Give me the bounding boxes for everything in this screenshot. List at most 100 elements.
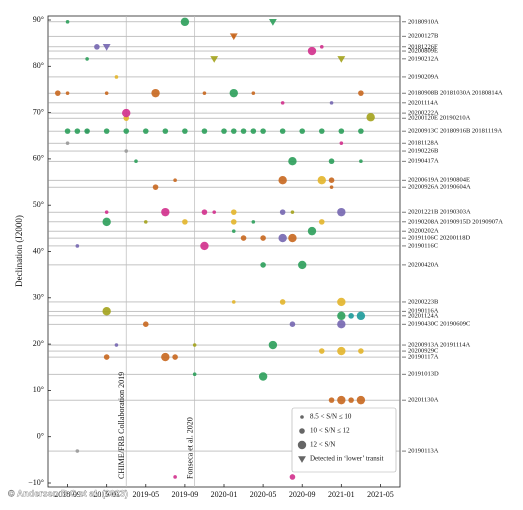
y-tick-label: 0°	[37, 432, 44, 441]
point	[318, 219, 325, 225]
source-label: 20200809E	[408, 48, 438, 55]
point	[288, 233, 297, 243]
point	[231, 229, 236, 233]
x-tick-label: 2019-05	[132, 490, 159, 499]
point	[279, 209, 286, 215]
point	[278, 233, 287, 243]
point	[358, 348, 364, 354]
source-label: 20200120E 20190210A	[408, 115, 471, 122]
point	[339, 141, 344, 145]
point	[104, 210, 109, 214]
source-label: 20201124A	[408, 312, 439, 319]
point	[152, 184, 159, 190]
x-tick-label: 2021-01	[328, 490, 355, 499]
point	[182, 128, 188, 134]
source-label: 20190226B	[408, 148, 439, 155]
point	[258, 372, 268, 381]
source-label: 20200929C	[408, 348, 438, 355]
point	[260, 262, 266, 268]
point	[74, 128, 81, 134]
y-tick-label: −10°	[28, 478, 44, 487]
point	[337, 395, 346, 405]
source-label: 20191106C 20200118D	[408, 235, 470, 242]
point	[192, 343, 197, 347]
source-label: 20181226F	[408, 43, 438, 50]
source-label: 20190208A 20190915D 20190907A	[408, 218, 503, 225]
source-label: 20200223B	[408, 298, 439, 305]
point	[298, 260, 307, 270]
point	[212, 210, 217, 214]
legend-label: 8.5 < S/N ≤ 10	[310, 413, 352, 421]
point	[317, 175, 326, 185]
legend-marker	[297, 440, 307, 450]
point	[230, 128, 237, 134]
point	[161, 207, 170, 217]
point	[337, 346, 346, 356]
source-label: 20200926A 20190604A	[408, 184, 471, 191]
point	[251, 91, 256, 95]
legend-label: Detected in ‘lower’ transit	[310, 455, 383, 463]
point	[162, 128, 169, 134]
point	[231, 300, 236, 304]
y-tick-label: 30°	[33, 293, 44, 302]
point	[151, 88, 160, 98]
source-label: 20200420A	[408, 261, 439, 268]
point	[221, 128, 227, 134]
point	[143, 220, 148, 224]
source-label: 20190113A	[408, 448, 439, 455]
point	[201, 128, 208, 134]
point	[328, 158, 335, 165]
point	[65, 20, 70, 24]
point	[75, 449, 80, 453]
y-tick-label: 70°	[33, 107, 44, 116]
point-triangle	[337, 56, 346, 63]
point	[260, 235, 266, 241]
source-label: 20190430C 20190609C	[408, 321, 470, 328]
point	[172, 354, 178, 360]
y-tick-label: 20°	[33, 339, 44, 348]
legend-marker	[300, 415, 304, 419]
point	[65, 141, 70, 145]
point	[75, 244, 80, 248]
point	[54, 90, 61, 96]
source-label: 20200619A 20190804E	[408, 177, 470, 184]
credit: © Andersen B C et al. (2023)	[8, 488, 128, 498]
point	[173, 475, 177, 479]
source-label: 20190116C	[408, 242, 438, 249]
point-triangle	[268, 19, 277, 26]
point	[358, 128, 364, 134]
y-tick-label: 10°	[33, 385, 44, 394]
point	[319, 45, 324, 49]
point	[240, 235, 247, 241]
point	[114, 75, 119, 79]
point	[142, 128, 149, 134]
point-triangle	[210, 56, 219, 63]
point	[356, 311, 366, 321]
source-label: 20201114A	[408, 99, 439, 106]
point	[192, 372, 197, 376]
point	[240, 128, 247, 134]
point	[173, 178, 177, 182]
source-label: 20201130A	[408, 397, 439, 404]
point	[358, 90, 364, 96]
point	[318, 348, 325, 354]
x-tick-label: 2021-05	[367, 490, 394, 499]
point	[123, 128, 130, 134]
x-tick-label: 2019-09	[172, 490, 199, 499]
point	[94, 44, 100, 50]
point	[366, 113, 375, 122]
x-tick-label: 2020-05	[250, 490, 277, 499]
point	[103, 354, 110, 360]
point	[289, 474, 296, 480]
point	[337, 319, 346, 329]
point	[359, 159, 363, 164]
point	[122, 108, 131, 118]
source-label: 20191013D	[408, 371, 439, 378]
point	[64, 128, 71, 134]
source-label: 20200913A 20191114A	[408, 342, 470, 349]
source-label: 20190212A	[408, 55, 439, 62]
point	[329, 185, 334, 189]
source-label: 20200222A	[408, 110, 439, 117]
source-label: 20190117A	[408, 354, 439, 361]
